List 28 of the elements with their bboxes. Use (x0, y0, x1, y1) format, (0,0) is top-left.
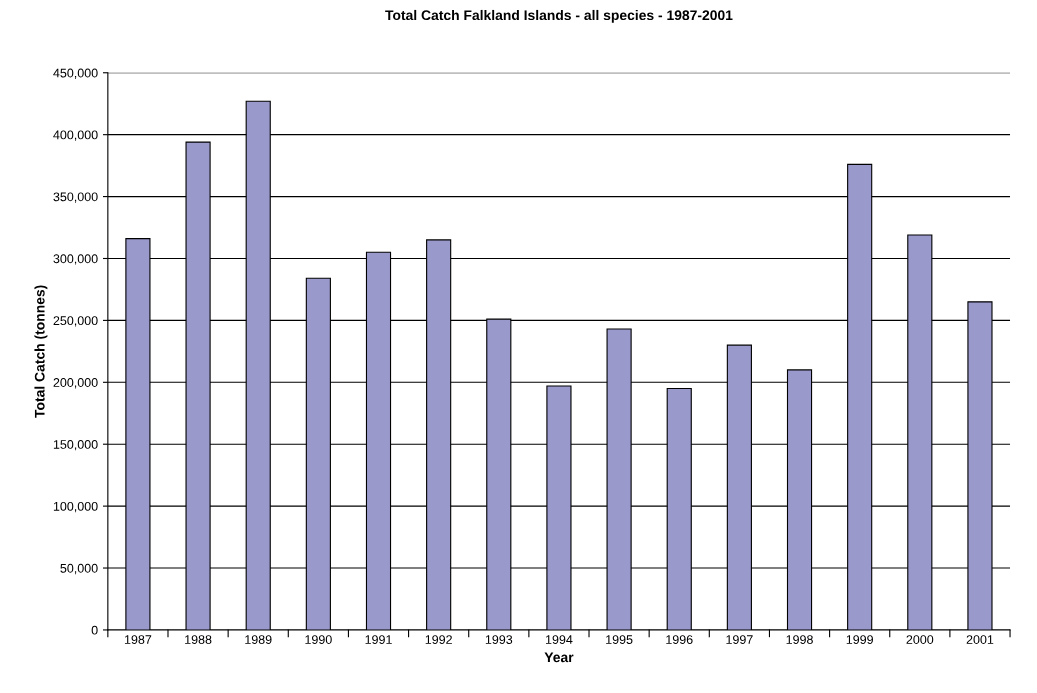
y-tick-label: 200,000 (53, 378, 98, 389)
x-tick-label: 1987 (124, 635, 152, 644)
y-tick-label: 0 (91, 625, 98, 635)
x-tick-label: 1990 (305, 635, 332, 644)
y-tick-label: 450,000 (53, 68, 98, 79)
x-tick-label: 2001 (966, 635, 994, 644)
y-tick-label: 150,000 (53, 440, 98, 451)
x-tick-label: 1989 (245, 635, 272, 644)
x-tick-label: 1993 (485, 635, 513, 644)
x-tick-label: 1998 (786, 635, 813, 644)
x-tick-label: 1994 (545, 635, 573, 644)
x-tick-label: 2000 (906, 635, 934, 644)
x-tick-label: 1995 (606, 635, 633, 644)
y-tick-label: 400,000 (53, 130, 98, 141)
chart-title: Total Catch Falkland Islands - all species - 1987-2001 (385, 9, 733, 23)
y-tick-label: 50,000 (60, 563, 98, 575)
x-tick-label: 1992 (425, 635, 452, 644)
y-tick-label: 250,000 (53, 316, 98, 327)
x-tick-label: 1999 (846, 635, 873, 644)
x-tick-label: 1996 (666, 635, 693, 644)
y-tick-label: 350,000 (53, 192, 98, 203)
x-axis-title: Year (544, 652, 574, 663)
x-tick-label: 1991 (365, 635, 392, 644)
x-tick-label: 1997 (726, 635, 753, 644)
y-axis-title: Total Catch (tonnes) (34, 285, 48, 418)
y-tick-label: 100,000 (53, 501, 98, 513)
y-tick-label: 300,000 (53, 254, 98, 265)
x-tick-label: 1988 (185, 635, 212, 644)
